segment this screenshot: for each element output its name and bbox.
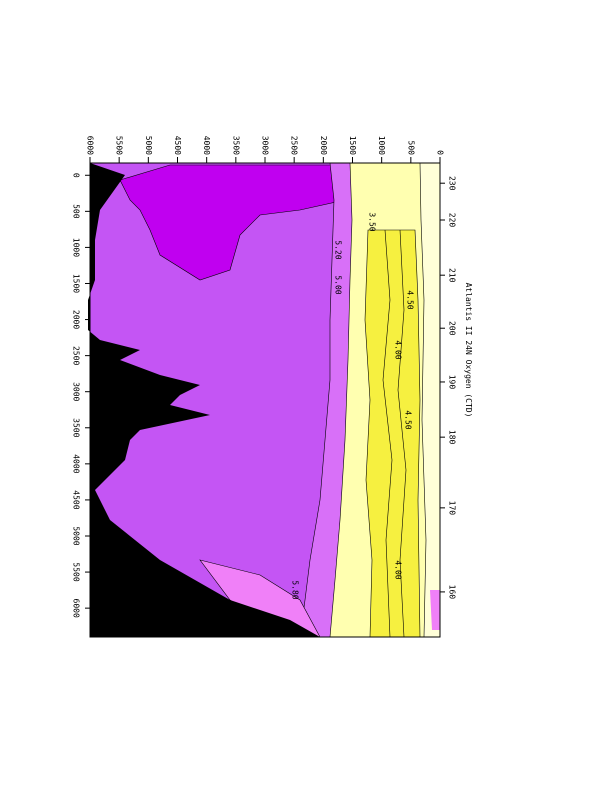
x-tick-label: 0 xyxy=(72,173,81,178)
x-tick-label: 4000 xyxy=(72,454,81,473)
x2-tick-label: 210 xyxy=(448,268,457,283)
seafloor xyxy=(88,163,320,637)
x-tick-label: 500 xyxy=(72,204,81,219)
contour-line xyxy=(397,229,407,638)
contour-label: 4.00 xyxy=(394,560,403,579)
contour-label: 4.50 xyxy=(404,410,413,429)
y-tick-label: 1500 xyxy=(348,136,357,155)
x-tick-label: 5000 xyxy=(72,526,81,545)
x-tick-label: 3500 xyxy=(72,418,81,437)
y-tick-label: 6000 xyxy=(86,136,95,155)
contour-label: 3.50 xyxy=(368,212,377,231)
y-tick-label: 2000 xyxy=(319,136,328,155)
x-tick-label: 5500 xyxy=(72,562,81,581)
contour-label: 5.20 xyxy=(334,240,343,259)
x-tick-label: 1000 xyxy=(72,238,81,257)
x2-tick-label: 220 xyxy=(448,213,457,228)
x2-tick-label: 230 xyxy=(448,176,457,191)
contour-label: 5.80 xyxy=(291,580,300,599)
x2-tick-label: 200 xyxy=(448,321,457,336)
y-tick-label: 0 xyxy=(436,150,445,155)
y-tick-label: 500 xyxy=(406,141,415,156)
y-tick-label: 3500 xyxy=(231,136,240,155)
x-tick-label: 3000 xyxy=(72,382,81,401)
y-tick-label: 3000 xyxy=(261,136,270,155)
y-tick-label: 4000 xyxy=(202,136,211,155)
y-tick-label: 2500 xyxy=(290,136,299,155)
y-tick-label: 4500 xyxy=(173,136,182,155)
x-tick-label: 4500 xyxy=(72,490,81,509)
x-tick-label: 6000 xyxy=(72,599,81,618)
contour-label: 4.50 xyxy=(406,290,415,309)
contour-band xyxy=(430,590,440,630)
x-tick-label: 1500 xyxy=(72,274,81,293)
x-tick-label: 2500 xyxy=(72,346,81,365)
y-tick-label: 5000 xyxy=(144,136,153,155)
y-tick-label: 1000 xyxy=(377,136,386,155)
x2-tick-label: 190 xyxy=(448,375,457,390)
chart-title: Atlantis II 24N Oxygen (CTD) xyxy=(464,283,473,418)
x2-tick-label: 160 xyxy=(448,585,457,600)
y-tick-label: 5500 xyxy=(115,136,124,155)
contour-label: 4.00 xyxy=(394,340,403,359)
contour-line xyxy=(382,229,393,638)
x2-tick-label: 180 xyxy=(448,430,457,445)
x-tick-label: 2000 xyxy=(72,310,81,329)
contour-label: 5.00 xyxy=(334,275,343,294)
x2-tick-label: 170 xyxy=(448,501,457,516)
